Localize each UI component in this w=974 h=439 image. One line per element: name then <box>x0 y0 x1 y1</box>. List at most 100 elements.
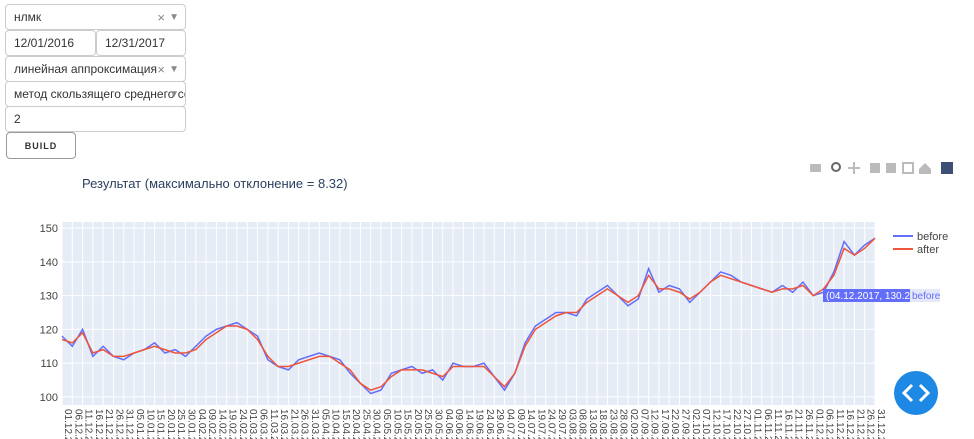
x-tick-label: 09.06.2017 <box>453 409 464 439</box>
x-tick-label: 16.12.2017 <box>844 409 855 439</box>
x-tick-label: 31.12.2017 <box>875 409 886 439</box>
input-value: 2 <box>14 112 21 126</box>
date-text: 12/31/2017 <box>105 36 166 50</box>
x-tick-label: 24.06.2017 <box>484 409 495 439</box>
home-icon[interactable] <box>919 163 931 174</box>
pan-icon[interactable] <box>848 162 860 174</box>
y-tick-label: 140 <box>40 257 58 269</box>
window-input[interactable]: 2 <box>5 106 186 132</box>
dropdown-value: нлмк <box>14 10 42 24</box>
x-tick-label: 04.06.2017 <box>443 409 454 439</box>
legend-label: before <box>917 231 948 243</box>
clear[interactable]: × <box>157 9 165 25</box>
x-tick-label: 19.02.2017 <box>227 409 238 439</box>
dropdown-value: метод скользящего среднего со... <box>14 87 186 101</box>
arrow[interactable]: ▼ <box>169 11 179 23</box>
hover-name-box <box>910 289 940 302</box>
build-button[interactable]: BUILD <box>6 132 76 159</box>
x-tick-label: 17.09.2017 <box>659 409 670 439</box>
x-tick-label: 01.11.2017 <box>752 409 763 439</box>
x-tick-label: 21.11.2017 <box>793 409 804 439</box>
date-end[interactable]: 12/31/2017 <box>96 30 186 56</box>
date-text: 12/01/2016 <box>14 36 75 50</box>
code-circle[interactable] <box>894 371 938 415</box>
autoscale-icon[interactable] <box>902 162 914 174</box>
method-dropdown[interactable]: метод скользящего среднего со... ▼ <box>5 81 186 107</box>
x-tick-label: 25.05.2017 <box>422 409 433 439</box>
x-tick-label: 26.11.2017 <box>803 409 814 439</box>
x-tick-label: 01.03.2017 <box>247 409 258 439</box>
x-tick-label: 31.12.2016 <box>124 409 135 439</box>
x-tick-label: 16.03.2017 <box>278 409 289 439</box>
y-tick-label: 120 <box>40 324 58 336</box>
x-tick-label: 08.08.2017 <box>577 409 588 439</box>
stock-dropdown[interactable]: нлмк × ▼ <box>5 4 186 30</box>
chart-title: Результат (максимально отклонение = 8.32… <box>82 176 348 191</box>
zoom-in-icon[interactable] <box>870 163 880 173</box>
x-tick-label: 25.04.2017 <box>360 409 371 439</box>
plot-bg <box>62 222 875 405</box>
x-tick-label: 16.12.2016 <box>93 409 104 439</box>
x-tick-label: 26.12.2016 <box>113 409 124 439</box>
hover-name: before <box>912 291 941 302</box>
zoom-out-icon[interactable] <box>886 163 896 173</box>
x-tick-label: 01.12.2017 <box>813 409 824 439</box>
x-tick-label: 10.05.2017 <box>391 409 402 439</box>
x-tick-label: 11.11.2017 <box>772 409 783 439</box>
y-tick-label: 130 <box>40 291 58 303</box>
x-tick-label: 04.02.2017 <box>196 409 207 439</box>
zoom-icon[interactable] <box>831 162 841 172</box>
x-tick-label: 06.12.2017 <box>824 409 835 439</box>
dropdown-value: линейная аппроксимация <box>14 62 157 76</box>
x-tick-label: 07.10.2017 <box>700 409 711 439</box>
x-tick-label: 06.03.2017 <box>258 409 269 439</box>
x-tick-label: 02.09.2017 <box>628 409 639 439</box>
x-tick-label: 26.12.2017 <box>865 409 876 439</box>
x-tick-label: 17.10.2017 <box>721 409 732 439</box>
hover-text: (04.12.2017, 130.22) <box>826 291 919 302</box>
x-tick-label: 10.04.2017 <box>330 409 341 439</box>
x-tick-label: 23.08.2017 <box>607 409 618 439</box>
x-tick-label: 24.02.2017 <box>237 409 248 439</box>
x-tick-label: 12.09.2017 <box>649 409 660 439</box>
x-tick-label: 11.03.2017 <box>268 409 279 439</box>
x-tick-label: 24.07.2017 <box>546 409 557 439</box>
camera-icon[interactable] <box>810 164 821 172</box>
x-tick-label: 31.03.2017 <box>309 409 320 439</box>
x-tick-label: 12.10.2017 <box>710 409 721 439</box>
x-tick-label: 21.03.2017 <box>288 409 299 439</box>
date-start[interactable]: 12/01/2016 <box>5 30 96 56</box>
x-tick-label: 09.02.2017 <box>206 409 217 439</box>
x-tick-label: 27.10.2017 <box>741 409 752 439</box>
x-tick-label: 18.08.2017 <box>597 409 608 439</box>
x-tick-label: 20.05.2017 <box>412 409 423 439</box>
arrow[interactable]: ▼ <box>169 88 179 100</box>
code-button[interactable] <box>894 371 938 415</box>
x-tick-label: 14.06.2017 <box>463 409 474 439</box>
clear[interactable]: × <box>157 61 165 77</box>
approx-dropdown[interactable]: линейная аппроксимация × ▼ <box>5 56 186 82</box>
x-tick-label: 09.07.2017 <box>515 409 526 439</box>
x-tick-label: 05.04.2017 <box>319 409 330 439</box>
x-tick-label: 27.09.2017 <box>679 409 690 439</box>
x-tick-label: 06.11.2017 <box>762 409 773 439</box>
x-tick-label: 21.12.2017 <box>854 409 865 439</box>
x-tick-label: 10.01.2017 <box>144 409 155 439</box>
series-line <box>61 237 876 391</box>
x-tick-label: 30.04.2017 <box>371 409 382 439</box>
x-tick-label: 16.11.2017 <box>782 409 793 439</box>
x-tick-label: 14.02.2017 <box>216 409 227 439</box>
modebar[interactable] <box>810 162 953 174</box>
x-tick-label: 05.05.2017 <box>381 409 392 439</box>
x-tick-label: 11.12.2016 <box>83 409 94 439</box>
x-tick-label: 28.08.2017 <box>618 409 629 439</box>
x-tick-label: 03.08.2017 <box>566 409 577 439</box>
x-tick-label: 29.06.2017 <box>494 409 505 439</box>
x-tick-label: 04.07.2017 <box>505 409 516 439</box>
plotly-logo[interactable] <box>941 162 953 174</box>
arrow[interactable]: ▼ <box>169 63 179 75</box>
x-tick-label: 30.05.2017 <box>432 409 443 439</box>
code-glyph <box>901 383 931 403</box>
